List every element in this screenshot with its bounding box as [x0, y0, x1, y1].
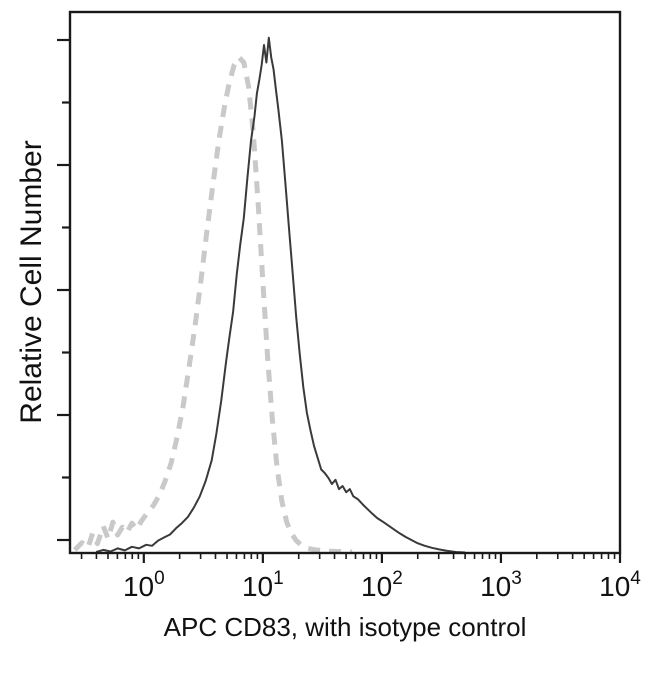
x-axis-major-ticks: [142, 553, 622, 563]
plot-frame: [68, 10, 622, 555]
x-tick-label: 100: [123, 568, 165, 602]
series-group: [73, 36, 466, 552]
x-tick-label: 104: [599, 568, 641, 602]
x-tick-label: 103: [480, 568, 522, 602]
isotype-control-curve: [73, 54, 353, 552]
apc-cd83-curve: [95, 36, 466, 552]
y-axis-title: Relative Cell Number: [15, 140, 48, 424]
y-axis-ticks: [57, 38, 70, 542]
x-tick-label: 102: [361, 568, 403, 602]
x-axis-title: APC CD83, with isotype control: [163, 612, 527, 642]
x-tick-label: 101: [242, 568, 284, 602]
x-axis-tick-labels: 100 101 102 103 104: [123, 568, 641, 602]
